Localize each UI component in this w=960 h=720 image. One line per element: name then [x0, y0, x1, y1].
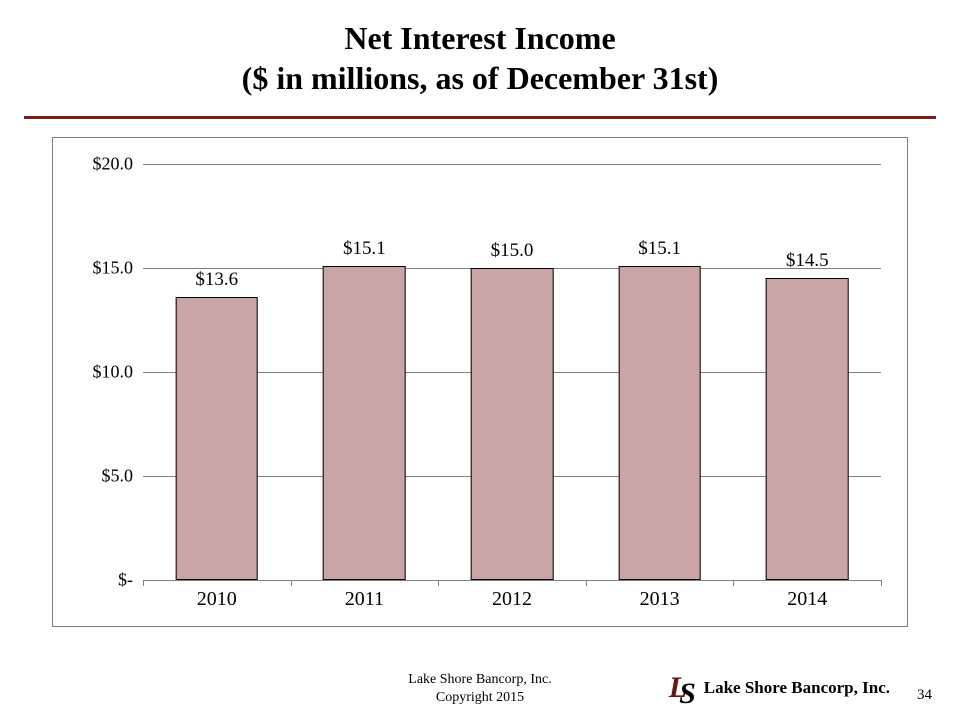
- x-axis-label: 2010: [197, 580, 237, 611]
- bar-value-label: $15.1: [343, 238, 386, 260]
- y-axis-label: $-: [118, 570, 143, 591]
- bar-value-label: $15.0: [491, 240, 534, 262]
- footer-text: Lake Shore Bancorp, Inc. Copyright 2015: [408, 671, 551, 706]
- title-line-2: ($ in millions, as of December 31st): [0, 58, 960, 98]
- bar-slot: $15.02012: [438, 164, 586, 580]
- y-axis-label: $20.0: [93, 154, 144, 175]
- x-axis-label: 2014: [787, 580, 827, 611]
- bar-slot: $13.62010: [143, 164, 291, 580]
- x-axis-label: 2012: [492, 580, 532, 611]
- page-number: 34: [917, 687, 932, 704]
- chart-title-block: Net Interest Income ($ in millions, as o…: [0, 0, 960, 110]
- footer-copyright: Copyright 2015: [408, 689, 551, 707]
- x-tick-mark: [586, 580, 587, 586]
- bar: [471, 268, 554, 580]
- logo-mark: LS: [669, 676, 692, 700]
- logo-text: Lake Shore Bancorp, Inc.: [698, 678, 890, 698]
- bar: [766, 278, 849, 580]
- title-line-1: Net Interest Income: [0, 18, 960, 58]
- x-tick-mark: [438, 580, 439, 586]
- plot-area: $-$5.0$10.0$15.0$20.0$13.62010$15.12011$…: [143, 164, 881, 580]
- bar: [618, 266, 701, 580]
- y-axis-label: $15.0: [93, 258, 144, 279]
- bar-chart: $-$5.0$10.0$15.0$20.0$13.62010$15.12011$…: [52, 137, 908, 627]
- x-axis-label: 2011: [345, 580, 384, 611]
- slide-footer: Lake Shore Bancorp, Inc. Copyright 2015 …: [0, 650, 960, 720]
- company-logo: LS Lake Shore Bancorp, Inc.: [669, 676, 890, 700]
- footer-company: Lake Shore Bancorp, Inc.: [408, 671, 551, 689]
- bar-slot: $15.12013: [586, 164, 734, 580]
- bar-value-label: $13.6: [195, 269, 238, 291]
- bar: [175, 297, 258, 580]
- title-divider: [24, 116, 936, 119]
- x-tick-mark: [733, 580, 734, 586]
- bar-slot: $14.52014: [733, 164, 881, 580]
- x-axis-label: 2013: [640, 580, 680, 611]
- x-tick-mark: [881, 580, 882, 586]
- y-axis-label: $5.0: [102, 466, 144, 487]
- bar: [323, 266, 406, 580]
- x-tick-mark: [143, 580, 144, 586]
- bar-slot: $15.12011: [291, 164, 439, 580]
- x-tick-mark: [291, 580, 292, 586]
- bar-value-label: $15.1: [638, 238, 681, 260]
- y-axis-label: $10.0: [93, 362, 144, 383]
- bar-value-label: $14.5: [786, 250, 829, 272]
